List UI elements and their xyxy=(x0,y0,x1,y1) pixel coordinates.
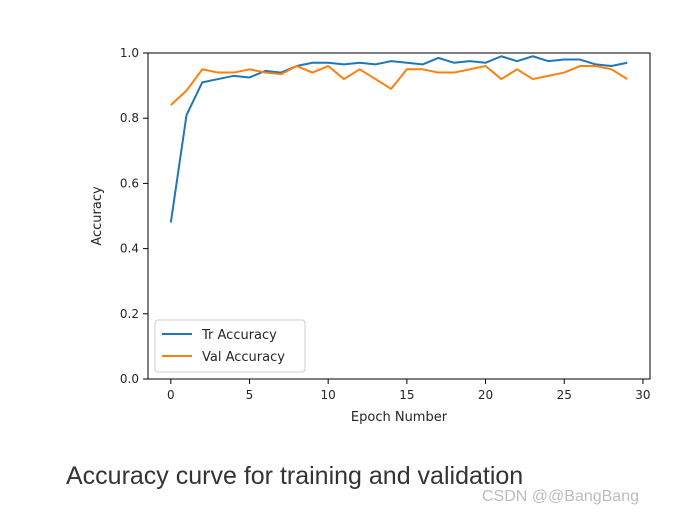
y-axis-label: Accuracy xyxy=(90,186,105,246)
x-tick-label: 20 xyxy=(478,388,493,402)
x-tick-label: 15 xyxy=(399,388,414,402)
accuracy-chart: 0 5 10 15 20 25 30 0.0 0.2 0.4 0.6 0.8 1.0 Epoch Num… xyxy=(90,46,651,425)
series-line-tr-accuracy xyxy=(169,55,628,223)
x-tick-label: 5 xyxy=(246,388,254,402)
y-tick-label: 0.6 xyxy=(120,176,139,190)
legend-frame xyxy=(154,319,306,373)
x-tick-label: 25 xyxy=(557,388,572,402)
y-tick-label: 1.0 xyxy=(120,46,139,60)
y-tick-label: 0.8 xyxy=(120,111,139,125)
x-tick-label: 0 xyxy=(167,388,175,402)
legend-label-val-accuracy: Val Accuracy xyxy=(202,350,285,365)
figure-caption: Accuracy curve for training and validati… xyxy=(66,462,524,490)
legend: Tr Accuracy Val Accuracy xyxy=(154,319,306,373)
y-tick-label: 0.0 xyxy=(120,372,139,386)
y-tick-label: 0.2 xyxy=(120,307,139,321)
x-axis-label: Epoch Number xyxy=(351,410,448,425)
series-layer xyxy=(169,55,628,223)
x-tick-label: 10 xyxy=(321,388,336,402)
plot-area-frame xyxy=(147,52,651,380)
y-tick-label: 0.4 xyxy=(120,242,139,256)
x-tick-label: 30 xyxy=(635,388,650,402)
legend-label-tr-accuracy: Tr Accuracy xyxy=(201,328,277,343)
ticks-layer: 0 5 10 15 20 25 30 0.0 0.2 0.4 0.6 0.8 1.0 xyxy=(120,46,651,402)
watermark: CSDN @@BangBang xyxy=(482,488,639,505)
series-line-val-accuracy xyxy=(170,65,628,106)
